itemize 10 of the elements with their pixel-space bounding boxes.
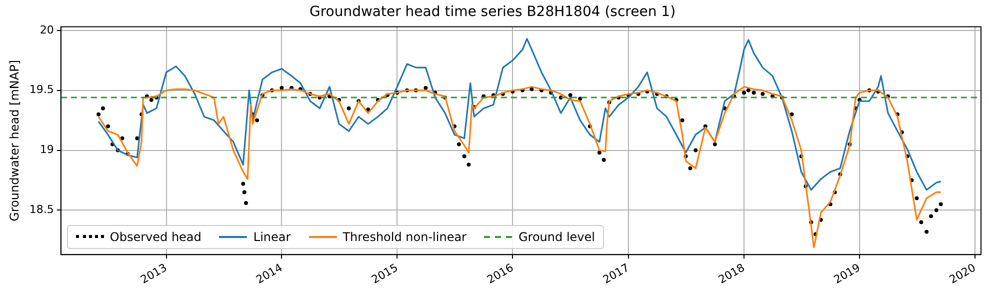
y-tick-label: 19.5 bbox=[29, 83, 54, 96]
y-tick-label: 19 bbox=[40, 143, 54, 156]
legend-label: Observed head bbox=[110, 230, 202, 244]
y-tick-label: 20 bbox=[40, 23, 54, 36]
legend-label: Ground level bbox=[518, 230, 595, 244]
y-axis-title: Groundwater head [mNAP] bbox=[7, 60, 22, 222]
legend-label: Threshold non-linear bbox=[342, 230, 466, 244]
y-tick-label: 18.5 bbox=[29, 203, 54, 216]
legend-label: Linear bbox=[253, 230, 291, 244]
chart-title: Groundwater head time series B28H1804 (screen 1) bbox=[309, 4, 676, 20]
